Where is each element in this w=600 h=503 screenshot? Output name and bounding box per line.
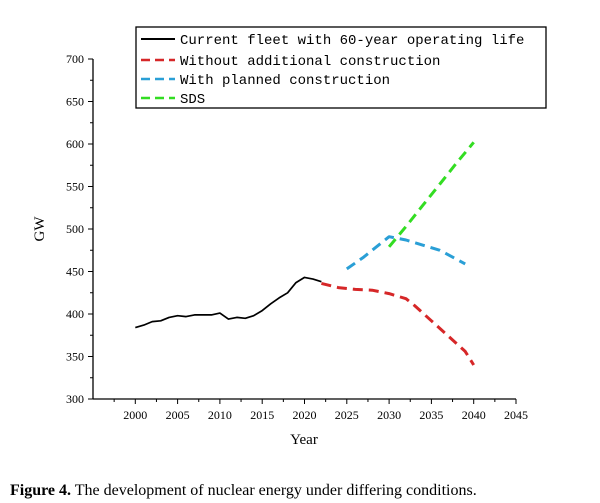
y-tick-label: 600: [66, 137, 84, 151]
x-tick-label: 2045: [504, 408, 528, 422]
series-line-2: [321, 281, 475, 366]
y-tick-label: 300: [66, 392, 84, 406]
series-line-1: [135, 276, 322, 329]
chart-series: [135, 141, 475, 366]
legend-box: [135, 26, 547, 109]
x-tick-label: 2040: [462, 408, 486, 422]
legend-label-current-fleet: Current fleet with 60-year operating lif…: [180, 33, 524, 49]
y-tick-label: 500: [66, 222, 84, 236]
x-tick-label: 2015: [250, 408, 274, 422]
y-tick-label: 550: [66, 180, 84, 194]
series-line-4: [387, 141, 475, 248]
legend: Current fleet with 60-year operating lif…: [135, 26, 547, 109]
series-line-3: [345, 235, 466, 271]
y-tick-label: 400: [66, 307, 84, 321]
x-axis-label: Year: [290, 432, 318, 448]
y-axis-ticks: 300 350 400 450 500 550 600 650 700: [66, 52, 93, 406]
figure-caption-label: Figure 4.: [10, 482, 71, 499]
x-tick-label: 2030: [377, 408, 401, 422]
x-tick-label: 2025: [335, 408, 359, 422]
legend-label-planned-construction: With planned construction: [180, 73, 390, 89]
x-axis-ticks: 2000 2005 2010 2015 2020 2025 2030 2035 2040 2045: [113, 399, 528, 422]
y-tick-label: 450: [66, 265, 84, 279]
y-tick-label: 650: [66, 95, 84, 109]
x-tick-label: 2035: [419, 408, 443, 422]
x-tick-label: 2000: [123, 408, 147, 422]
y-tick-label: 350: [66, 350, 84, 364]
y-axis-label: GW: [32, 216, 48, 242]
legend-label-without-construction: Without additional construction: [180, 54, 440, 70]
x-tick-label: 2010: [208, 408, 232, 422]
figure-caption-text: The development of nuclear energy under …: [71, 482, 477, 499]
x-tick-label: 2005: [166, 408, 190, 422]
legend-label-sds: SDS: [180, 92, 205, 108]
x-tick-label: 2020: [293, 408, 317, 422]
y-tick-label: 700: [66, 52, 84, 66]
figure-caption: Figure 4. The development of nuclear ene…: [10, 482, 477, 499]
chart-axes: [92, 59, 516, 400]
